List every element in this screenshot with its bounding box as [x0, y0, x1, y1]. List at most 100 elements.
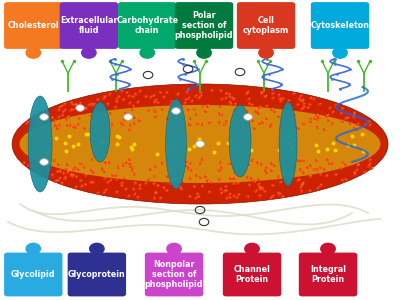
Point [120, 161, 126, 166]
Point [114, 134, 120, 138]
Point [315, 149, 322, 154]
Point [59, 109, 66, 113]
Point [259, 187, 265, 191]
Point [112, 104, 118, 109]
Point [252, 108, 259, 112]
Point [224, 195, 230, 200]
Point [37, 157, 43, 162]
Point [256, 193, 262, 198]
Point [366, 161, 373, 166]
Circle shape [76, 105, 84, 111]
Point [129, 106, 136, 111]
Point [64, 123, 70, 128]
Point [112, 56, 118, 61]
Point [126, 100, 133, 105]
Point [296, 96, 302, 101]
Point [55, 161, 61, 166]
Point [193, 112, 199, 117]
Point [152, 163, 158, 168]
Point [244, 174, 251, 179]
Point [23, 120, 30, 125]
Point [350, 112, 357, 117]
Point [191, 183, 198, 188]
Text: Cholesterol: Cholesterol [8, 21, 59, 30]
Point [126, 126, 132, 131]
Point [182, 162, 188, 167]
Point [56, 104, 63, 109]
Point [298, 93, 304, 98]
Point [347, 66, 353, 71]
Point [258, 162, 264, 167]
Point [88, 100, 94, 105]
Point [267, 124, 273, 129]
Point [313, 112, 320, 117]
Point [69, 102, 75, 106]
Point [174, 110, 180, 115]
Point [180, 119, 187, 124]
Point [75, 122, 81, 127]
Point [150, 174, 157, 179]
Point [113, 95, 120, 100]
Point [167, 124, 174, 129]
Point [185, 166, 192, 171]
Point [223, 187, 230, 192]
Point [26, 162, 32, 167]
Point [312, 167, 318, 171]
Point [263, 103, 270, 108]
Point [166, 124, 173, 129]
Point [217, 187, 223, 191]
Point [172, 170, 179, 175]
Point [257, 104, 263, 109]
Point [174, 109, 181, 114]
Point [284, 119, 290, 124]
Point [365, 119, 372, 124]
Point [199, 122, 206, 127]
Point [334, 71, 340, 76]
Point [152, 190, 158, 195]
Point [150, 99, 157, 104]
Point [292, 123, 299, 128]
Point [285, 98, 291, 103]
Point [102, 187, 108, 192]
Point [262, 169, 269, 174]
Point [145, 176, 152, 181]
Point [103, 187, 109, 191]
Point [307, 173, 314, 178]
Point [274, 114, 281, 118]
Point [120, 163, 126, 168]
FancyBboxPatch shape [145, 253, 203, 296]
Point [186, 122, 192, 126]
Point [131, 180, 138, 185]
Point [270, 182, 276, 187]
Point [223, 90, 230, 95]
Point [298, 97, 304, 102]
Point [202, 173, 209, 178]
Point [167, 158, 174, 162]
Point [198, 160, 204, 165]
Point [151, 195, 158, 200]
Point [268, 106, 274, 111]
Point [114, 142, 120, 147]
Point [269, 194, 275, 199]
Point [316, 164, 323, 169]
Point [121, 162, 127, 167]
Point [52, 158, 58, 162]
Point [78, 107, 84, 112]
Point [62, 175, 68, 180]
Point [205, 102, 212, 107]
Point [368, 165, 374, 170]
Point [244, 175, 250, 180]
Point [296, 157, 302, 161]
Point [307, 172, 314, 177]
Point [38, 121, 44, 125]
Point [130, 103, 136, 108]
Point [317, 182, 323, 187]
Point [95, 190, 101, 194]
Point [252, 124, 258, 129]
Point [52, 122, 59, 127]
Point [216, 120, 223, 124]
Point [221, 188, 228, 193]
Point [351, 110, 358, 115]
Point [301, 169, 307, 174]
Point [109, 122, 116, 127]
